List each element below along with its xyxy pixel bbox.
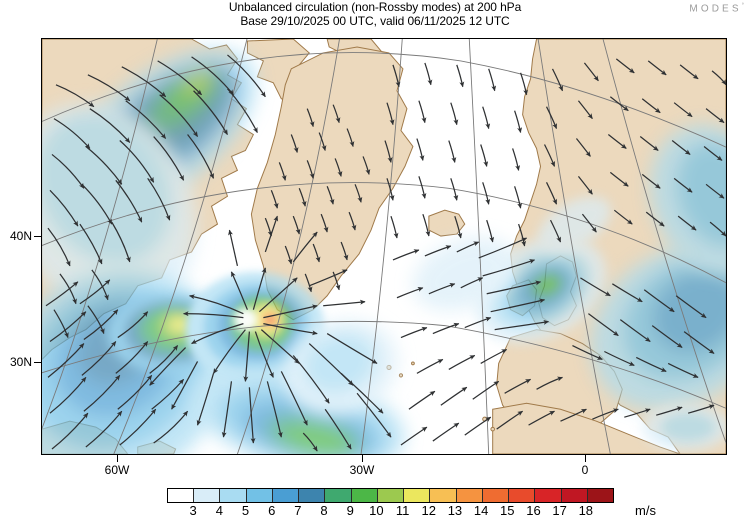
colorbar-tick-label: 6 xyxy=(268,503,276,518)
colorbar-tick-label: 13 xyxy=(447,503,463,518)
colorbar-swatch xyxy=(219,489,246,502)
colorbar-swatch xyxy=(168,489,194,502)
colorbar-tick-label: 9 xyxy=(346,503,354,518)
chart-subtitle: Base 29/10/2025 00 UTC, valid 06/11/2025… xyxy=(240,13,510,28)
colorbar-tick-label: 16 xyxy=(526,503,541,518)
colorbar-tick-label: 17 xyxy=(552,503,567,518)
colorbar-units: m/s xyxy=(635,503,656,518)
colorbar-swatch xyxy=(455,489,482,502)
colorbar-tick-label: 18 xyxy=(578,503,594,518)
colorbar-tick-label: 15 xyxy=(500,503,515,518)
colorbar-swatch xyxy=(534,489,561,502)
colorbar-tick-label: 5 xyxy=(241,503,250,518)
ylabel-40n: 40N xyxy=(9,229,32,243)
colorbar-swatch xyxy=(245,489,272,502)
colorbar-swatch xyxy=(586,489,613,502)
map-canvas xyxy=(42,39,726,454)
colorbar-tick-label: 11 xyxy=(395,503,410,518)
colorbar-swatch xyxy=(271,489,299,502)
colorbar-swatch xyxy=(298,489,325,502)
xlabel-0: 0 xyxy=(581,463,589,477)
colorbar-tick-label: 8 xyxy=(320,503,328,518)
colorbar-tick-label: 14 xyxy=(473,503,489,518)
colorbar-swatch xyxy=(376,489,404,502)
colorbar-tick-label: 12 xyxy=(421,503,436,518)
xtick-60w xyxy=(117,455,119,462)
modes-logo-mark: ° xyxy=(741,3,744,9)
chart-title-block: Unbalanced circulation (non-Rossby modes… xyxy=(0,0,750,28)
colorbar-tick-label: 10 xyxy=(369,503,384,518)
modes-logo: MODES° xyxy=(689,3,744,14)
wind-vector-field xyxy=(45,54,726,452)
colorbar: 3 4 5 6 7 8 9 10 11 12 13 14 15 16 17 18 m/s xyxy=(167,488,656,518)
colorbar-tick-label: 4 xyxy=(215,503,223,518)
colorbar-tick-label: 3 xyxy=(189,503,197,518)
colorbar-swatch xyxy=(429,489,456,502)
xtick-30w xyxy=(362,455,364,462)
xlabel-30w: 30W xyxy=(349,463,375,477)
colorbar-swatch xyxy=(350,489,377,502)
colorbar-swatch xyxy=(560,489,587,502)
graticule xyxy=(42,39,726,454)
colorbar-swatch xyxy=(481,489,509,502)
xlabel-60w: 60W xyxy=(104,463,130,477)
colorbar-swatch xyxy=(324,489,351,502)
ytick-30n xyxy=(34,362,41,364)
colorbar-swatch xyxy=(508,489,535,502)
colorbar-swatches xyxy=(167,488,614,503)
ytick-40n xyxy=(34,236,41,238)
colorbar-swatch xyxy=(403,489,430,502)
map-plot-area xyxy=(41,38,727,455)
colorbar-swatch xyxy=(193,489,220,502)
colorbar-tick-label: 7 xyxy=(294,503,302,518)
modes-logo-text: MODES xyxy=(689,3,742,15)
colorbar-tick-labels: 3 4 5 6 7 8 9 10 11 12 13 14 15 16 17 18 xyxy=(167,503,612,519)
ylabel-30n: 30N xyxy=(9,355,32,369)
page-title: Unbalanced circulation (non-Rossby modes… xyxy=(228,0,522,14)
xtick-0 xyxy=(585,455,587,462)
